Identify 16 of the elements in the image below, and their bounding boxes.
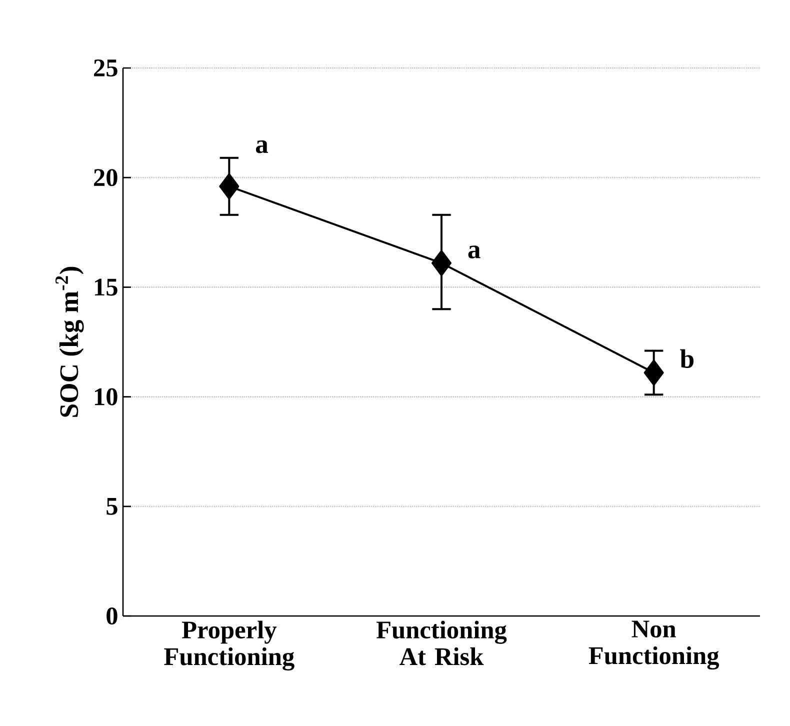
point (219, 173, 240, 200)
y-axis-title: SOC (kg m$^{-2}$) (56, 266, 84, 417)
y-tick-label: 10 (94, 388, 118, 406)
x-tick-label: Functioning At Risk (376, 620, 507, 666)
y-tick-label: 20 (94, 169, 118, 186)
y-tick-label: 0 (106, 607, 118, 625)
x-tick-label: Properly Functioning (164, 620, 294, 671)
annotation: b (680, 349, 694, 368)
annotation: a (256, 140, 268, 154)
y-tick-label: 5 (106, 498, 118, 515)
x-tick-label: Non Functioning (588, 620, 720, 670)
point (644, 360, 664, 386)
annotation: a (468, 246, 480, 258)
y-tick-label: 15 (94, 278, 118, 296)
y-tick-label: 25 (94, 59, 118, 77)
point (432, 250, 452, 276)
